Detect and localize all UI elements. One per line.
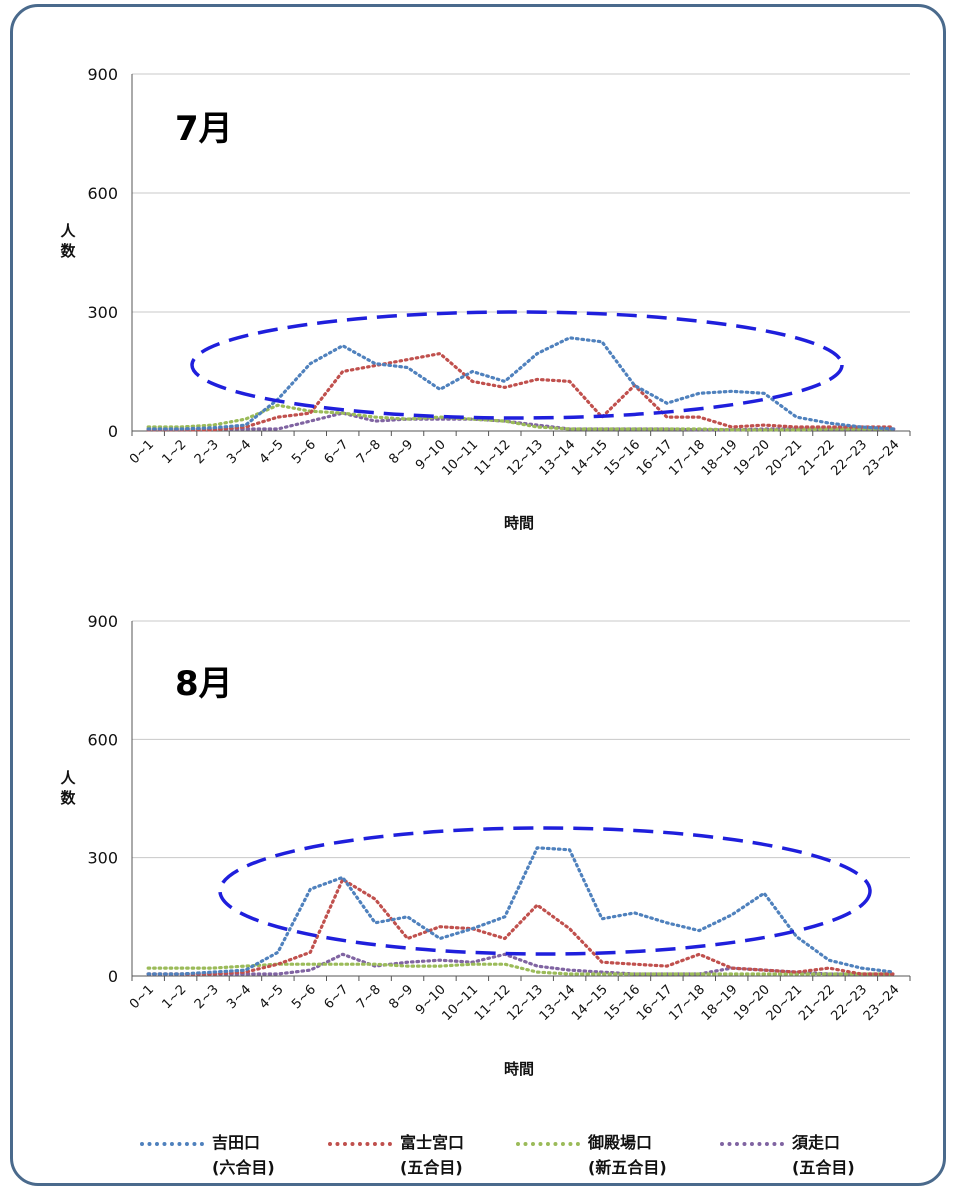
chart-title: 7月	[175, 109, 233, 149]
y-tick-label: 900	[87, 612, 118, 631]
highlight-ellipse	[190, 310, 844, 420]
x-tick-label: 23~24	[861, 437, 903, 479]
y-tick-label: 0	[108, 422, 118, 441]
x-tick-label: 3~4	[224, 437, 254, 467]
series-line	[146, 952, 896, 976]
chart-title: 8月	[175, 664, 233, 704]
x-tick-label: 1~2	[159, 982, 189, 1012]
series-line	[146, 403, 896, 432]
x-tick-label: 3~4	[224, 982, 254, 1012]
x-tick-label: 5~6	[289, 437, 319, 467]
series-line	[146, 336, 896, 431]
legend: 吉田口 (六合目) 富士宮口 (五合目) 御殿場口 (新五合目) 須走口 (五合目)	[140, 1130, 900, 1190]
x-tick-label: 7~8	[354, 437, 384, 467]
x-tick-label: 4~5	[257, 437, 287, 467]
x-tick-label: 0~1	[127, 437, 157, 467]
y-tick-label: 300	[87, 303, 118, 322]
legend-label: 吉田口 (六合目)	[212, 1133, 275, 1177]
y-axis-label: 数	[60, 242, 76, 260]
series-line	[146, 962, 896, 976]
x-tick-label: 1~2	[159, 437, 189, 467]
legend-label: 御殿場口 (新五合目)	[588, 1133, 667, 1177]
highlight-ellipse	[218, 826, 872, 956]
y-tick-label: 600	[87, 184, 118, 203]
x-tick-label: 2~3	[192, 437, 222, 467]
y-tick-label: 300	[87, 849, 118, 868]
legend-swatch	[328, 1142, 392, 1146]
legend-label: 富士宮口 (五合目)	[400, 1133, 465, 1177]
x-axis-label: 時間	[504, 514, 534, 532]
x-tick-label: 7~8	[354, 982, 384, 1012]
x-tick-label: 4~5	[257, 982, 287, 1012]
legend-label: 須走口 (五合目)	[792, 1133, 855, 1177]
legend-swatch	[516, 1142, 580, 1146]
x-tick-label: 5~6	[289, 982, 319, 1012]
y-axis-label: 人	[60, 769, 76, 787]
x-tick-label: 6~7	[322, 437, 352, 467]
panel-frame	[10, 4, 946, 1186]
legend-swatch	[140, 1142, 204, 1146]
x-tick-label: 23~24	[861, 982, 903, 1024]
x-axis-label: 時間	[504, 1060, 534, 1078]
x-tick-label: 0~1	[127, 982, 157, 1012]
series-line	[146, 352, 896, 432]
series-line	[146, 877, 896, 976]
y-axis-label: 数	[60, 789, 76, 807]
series-line	[146, 846, 896, 976]
series-line	[146, 411, 896, 432]
x-tick-label: 6~7	[322, 982, 352, 1012]
y-axis-label: 人	[60, 222, 76, 240]
y-tick-label: 900	[87, 65, 118, 84]
legend-swatch	[720, 1142, 784, 1146]
x-tick-label: 2~3	[192, 982, 222, 1012]
y-tick-label: 0	[108, 967, 118, 986]
y-tick-label: 600	[87, 730, 118, 749]
